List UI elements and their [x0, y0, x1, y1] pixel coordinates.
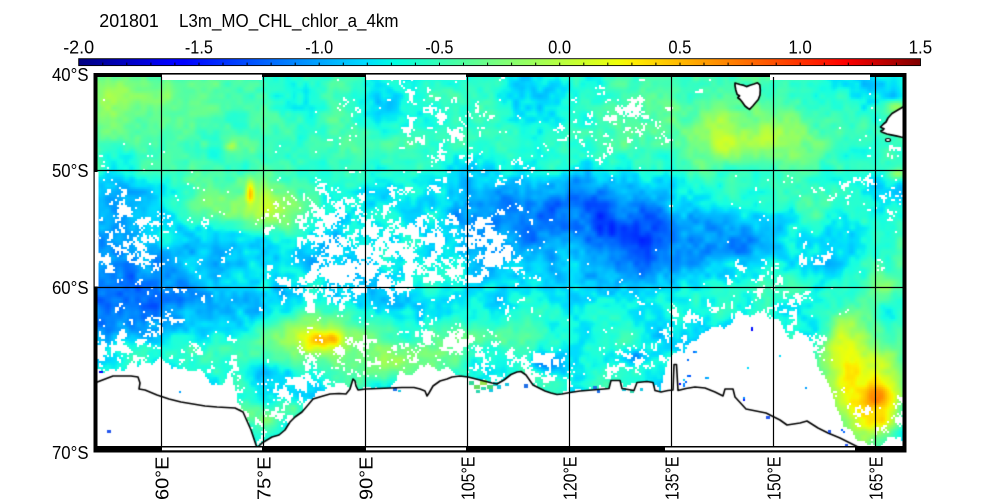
svg-text:-0.5: -0.5 — [425, 36, 453, 57]
svg-text:165°E: 165°E — [865, 457, 886, 500]
svg-text:60°S: 60°S — [52, 277, 89, 298]
svg-text:1.0: 1.0 — [788, 36, 812, 57]
svg-text:50°S: 50°S — [52, 160, 89, 181]
svg-text:1.5: 1.5 — [909, 36, 933, 57]
svg-text:0.0: 0.0 — [548, 36, 571, 57]
svg-text:201801: 201801 — [99, 10, 159, 31]
svg-text:90°E: 90°E — [355, 457, 376, 500]
svg-text:0.5: 0.5 — [668, 36, 691, 57]
svg-text:135°E: 135°E — [661, 457, 682, 500]
svg-text:70°S: 70°S — [52, 442, 89, 463]
svg-text:40°S: 40°S — [52, 64, 89, 85]
svg-text:75°E: 75°E — [253, 457, 274, 500]
svg-text:-1.5: -1.5 — [185, 36, 213, 57]
svg-text:60°E: 60°E — [151, 457, 172, 500]
svg-text:-2.0: -2.0 — [63, 36, 94, 57]
svg-text:150°E: 150°E — [763, 457, 784, 500]
svg-text:120°E: 120°E — [559, 457, 580, 500]
svg-text:105°E: 105°E — [457, 456, 478, 500]
svg-text:L3m_MO_CHL_chlor_a_4km: L3m_MO_CHL_chlor_a_4km — [179, 10, 399, 32]
svg-text:-1.0: -1.0 — [305, 36, 333, 57]
